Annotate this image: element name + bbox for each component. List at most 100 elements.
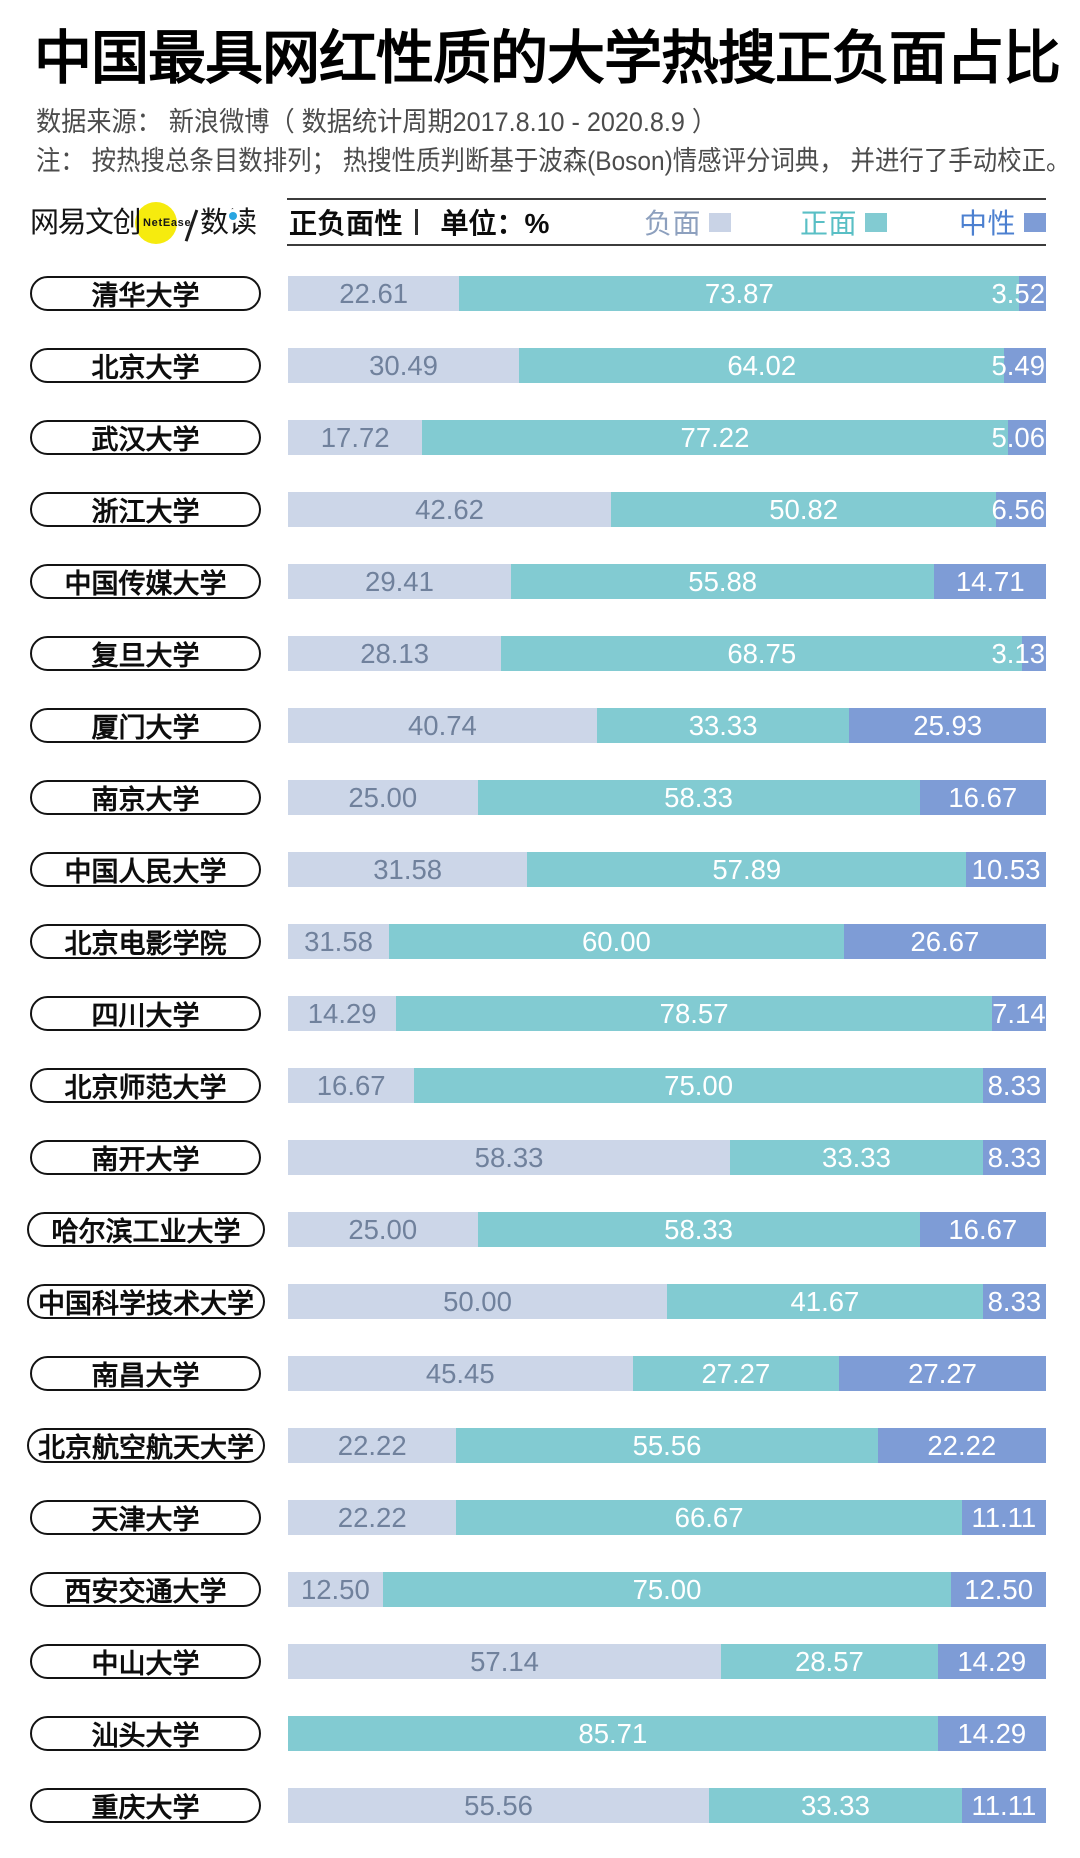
positive-value-label: 66.67 bbox=[674, 1501, 744, 1533]
university-name: 北京师范大学 bbox=[64, 1073, 227, 1103]
stacked-bar: 55.56 33.33 11.11 bbox=[288, 1788, 1046, 1823]
university-pill: 南开大学 bbox=[30, 1140, 261, 1175]
university-name: 中国传媒大学 bbox=[64, 569, 227, 599]
positive-value-label: 60.00 bbox=[582, 925, 651, 957]
netease-shudu-logo: 网易文创 NetEase / 数读 bbox=[0, 196, 287, 252]
neutral-value-label: 5.49 bbox=[991, 350, 1045, 381]
bar-segment-neutral bbox=[1019, 276, 1046, 311]
neutral-value-label: 22.22 bbox=[927, 1429, 997, 1461]
negative-value-label: 22.22 bbox=[337, 1501, 407, 1533]
bar-segment-neutral bbox=[1007, 420, 1046, 455]
bar-segment-neutral: 25.93 bbox=[849, 708, 1046, 743]
university-name: 浙江大学 bbox=[91, 497, 200, 527]
negative-value-label: 30.49 bbox=[369, 349, 438, 381]
chart-unit-label: 单位：% bbox=[440, 208, 550, 239]
bar-segment-negative: 16.67 bbox=[288, 1068, 415, 1103]
university-name: 四川大学 bbox=[91, 1001, 200, 1031]
neutral-value-label: 8.33 bbox=[987, 1141, 1042, 1173]
bar-segment-neutral: 8.33 bbox=[982, 1284, 1046, 1319]
university-name: 西安交通大学 bbox=[64, 1577, 227, 1607]
bar-segment-neutral bbox=[1004, 348, 1046, 383]
bar-segment-positive: 58.33 bbox=[477, 780, 920, 815]
university-pill: 浙江大学 bbox=[30, 492, 261, 527]
bar-segment-negative: 42.62 bbox=[288, 492, 612, 527]
bar-segment-positive: 57.89 bbox=[527, 852, 967, 887]
stacked-bar: 50.00 41.67 8.33 bbox=[288, 1284, 1046, 1319]
neutral-value-label: 12.50 bbox=[964, 1573, 1034, 1605]
university-pill: 北京师范大学 bbox=[30, 1068, 261, 1103]
legend-item: 负面 bbox=[644, 198, 731, 246]
chart-row: 中山大学 57.14 28.57 14.29 bbox=[0, 1644, 1080, 1679]
university-name: 厦门大学 bbox=[91, 713, 200, 743]
stacked-bar: 12.50 75.00 12.50 bbox=[288, 1572, 1046, 1607]
chart-row: 中国科学技术大学 50.00 41.67 8.33 bbox=[0, 1284, 1080, 1319]
bar-segment-negative: 14.29 bbox=[288, 996, 397, 1031]
chart-row: 复旦大学 28.13 68.75 3.13 bbox=[0, 636, 1080, 671]
university-name: 中山大学 bbox=[91, 1649, 200, 1679]
bar-segment-positive: 33.33 bbox=[730, 1140, 983, 1175]
stacked-bar: 25.00 58.33 16.67 bbox=[288, 780, 1046, 815]
bar-segment-negative: 28.13 bbox=[288, 636, 502, 671]
university-pill: 中国人民大学 bbox=[30, 852, 261, 887]
neutral-value-label: 11.11 bbox=[971, 1789, 1037, 1821]
stacked-bar: 30.49 64.02 5.49 bbox=[288, 348, 1046, 383]
positive-value-label: 75.00 bbox=[664, 1069, 733, 1101]
chart-row: 中国人民大学 31.58 57.89 10.53 bbox=[0, 852, 1080, 887]
university-pill: 南京大学 bbox=[30, 780, 261, 815]
positive-value-label: 77.22 bbox=[680, 421, 750, 453]
university-pill: 武汉大学 bbox=[30, 420, 261, 455]
stacked-bar: 29.41 55.88 14.71 bbox=[288, 564, 1046, 599]
page-title: 中国最具网红性质的大学热搜正负面占比 bbox=[34, 26, 1061, 91]
bar-segment-negative: 25.00 bbox=[288, 1212, 478, 1247]
stacked-bar: 85.71 14.29 bbox=[288, 1716, 1046, 1751]
neutral-value-label: 6.56 bbox=[991, 494, 1045, 525]
bar-segment-positive: 77.22 bbox=[422, 420, 1008, 455]
bar-segment-neutral: 7.14 bbox=[991, 996, 1046, 1031]
stacked-bar: 45.45 27.27 27.27 bbox=[288, 1356, 1046, 1391]
bar-segment-neutral: 8.33 bbox=[982, 1068, 1046, 1103]
bar-segment-neutral: 14.29 bbox=[937, 1644, 1046, 1679]
neutral-value-label: 25.93 bbox=[913, 709, 983, 741]
bar-segment-neutral: 16.67 bbox=[919, 1212, 1046, 1247]
neutral-value-label: 14.71 bbox=[955, 565, 1025, 597]
positive-value-label: 58.33 bbox=[664, 1213, 733, 1245]
bar-segment-positive: 66.67 bbox=[456, 1500, 962, 1535]
neutral-value-label: 16.67 bbox=[948, 1213, 1018, 1245]
negative-value-label: 22.61 bbox=[339, 277, 409, 309]
legend-item: 正面 bbox=[800, 198, 887, 246]
bar-segment-positive: 50.82 bbox=[611, 492, 997, 527]
chart-row: 清华大学 22.61 73.87 3.52 bbox=[0, 276, 1080, 311]
positive-value-label: 75.00 bbox=[632, 1573, 702, 1605]
university-name: 重庆大学 bbox=[91, 1793, 200, 1823]
bar-segment-neutral: 11.11 bbox=[961, 1500, 1046, 1535]
bar-segment-negative: 40.74 bbox=[288, 708, 597, 743]
negative-value-label: 31.58 bbox=[304, 925, 373, 957]
bar-segment-positive: 33.33 bbox=[596, 708, 850, 743]
university-name: 北京电影学院 bbox=[64, 929, 227, 959]
bar-segment-neutral: 22.22 bbox=[877, 1428, 1046, 1463]
logo-wordmark: 网易文创 bbox=[30, 207, 142, 239]
chart-row: 北京大学 30.49 64.02 5.49 bbox=[0, 348, 1080, 383]
stacked-bar: 22.22 66.67 11.11 bbox=[288, 1500, 1046, 1535]
university-pill: 北京电影学院 bbox=[30, 924, 261, 959]
neutral-value-label: 14.29 bbox=[957, 1717, 1027, 1749]
stacked-bar: 16.67 75.00 8.33 bbox=[288, 1068, 1046, 1103]
bar-segment-neutral: 26.67 bbox=[843, 924, 1046, 959]
bar-segment-negative: 22.22 bbox=[288, 1428, 457, 1463]
university-pill: 哈尔滨工业大学 bbox=[27, 1212, 265, 1247]
university-name: 南京大学 bbox=[91, 785, 200, 815]
negative-value-label: 16.67 bbox=[316, 1069, 386, 1101]
bar-segment-positive: 73.87 bbox=[459, 276, 1020, 311]
neutral-value-label: 3.52 bbox=[991, 278, 1045, 309]
negative-value-label: 31.58 bbox=[373, 853, 443, 885]
chart-row: 哈尔滨工业大学 25.00 58.33 16.67 bbox=[0, 1212, 1080, 1247]
stacked-bar: 17.72 77.22 5.06 bbox=[288, 420, 1046, 455]
stacked-bar: 57.14 28.57 14.29 bbox=[288, 1644, 1046, 1679]
negative-value-label: 17.72 bbox=[320, 421, 390, 453]
chart-row: 南京大学 25.00 58.33 16.67 bbox=[0, 780, 1080, 815]
stacked-bar: 25.00 58.33 16.67 bbox=[288, 1212, 1046, 1247]
chart-row: 中国传媒大学 29.41 55.88 14.71 bbox=[0, 564, 1080, 599]
bar-segment-positive: 68.75 bbox=[501, 636, 1023, 671]
university-pill: 清华大学 bbox=[30, 276, 261, 311]
negative-value-label: 42.62 bbox=[415, 493, 484, 525]
